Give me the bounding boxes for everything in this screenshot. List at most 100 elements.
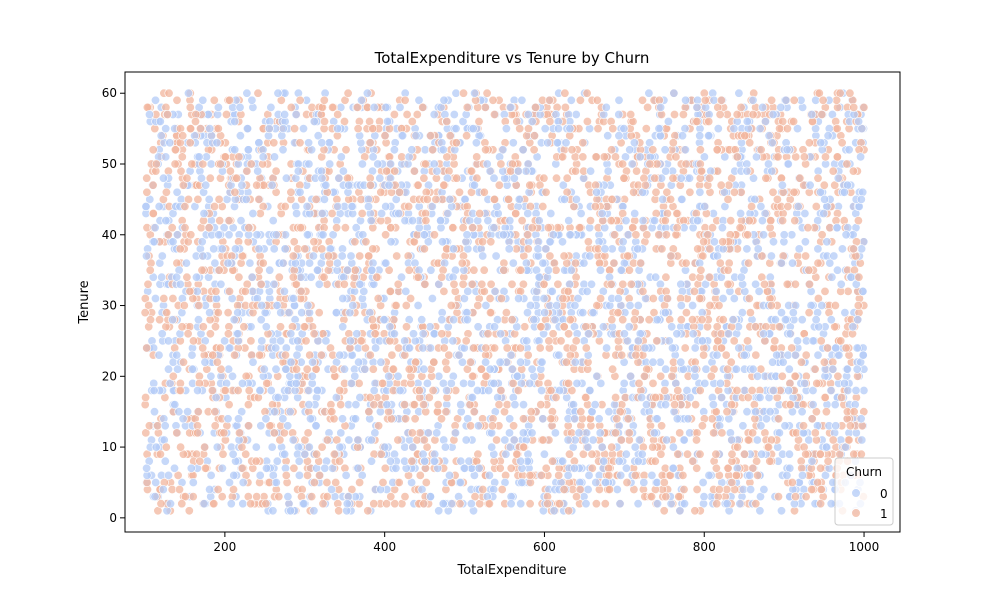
scatter-point-churn-1	[322, 477, 332, 487]
scatter-point-churn-0	[578, 308, 588, 318]
scatter-point-churn-0	[319, 194, 329, 204]
scatter-point-churn-1	[428, 145, 438, 155]
scatter-point-churn-1	[218, 449, 228, 459]
scatter-point-churn-1	[234, 152, 244, 162]
scatter-point-churn-0	[279, 286, 289, 296]
scatter-point-churn-0	[757, 449, 767, 459]
scatter-point-churn-0	[821, 442, 831, 452]
scatter-point-churn-0	[819, 209, 829, 219]
scatter-point-churn-1	[536, 400, 546, 410]
scatter-point-churn-1	[189, 336, 199, 346]
scatter-point-churn-0	[681, 95, 691, 105]
scatter-point-churn-1	[195, 456, 205, 466]
scatter-point-churn-1	[198, 343, 208, 353]
scatter-point-churn-0	[407, 145, 417, 155]
scatter-point-churn-0	[668, 463, 678, 473]
scatter-point-churn-0	[832, 265, 842, 275]
scatter-point-churn-0	[776, 258, 786, 268]
scatter-point-churn-0	[612, 484, 622, 494]
scatter-point-churn-1	[230, 350, 240, 360]
scatter-point-churn-0	[286, 329, 296, 339]
scatter-point-churn-0	[728, 315, 738, 325]
scatter-point-churn-0	[652, 414, 662, 424]
scatter-point-churn-1	[795, 173, 805, 183]
scatter-point-churn-0	[557, 237, 567, 247]
scatter-point-churn-1	[526, 407, 536, 417]
scatter-point-churn-0	[807, 110, 817, 120]
scatter-point-churn-0	[198, 251, 208, 261]
scatter-point-churn-0	[346, 251, 356, 261]
scatter-point-churn-0	[212, 442, 222, 452]
scatter-point-churn-0	[243, 124, 253, 134]
scatter-point-churn-1	[331, 477, 341, 487]
scatter-point-churn-0	[516, 499, 526, 509]
scatter-point-churn-1	[715, 110, 725, 120]
scatter-point-churn-1	[212, 357, 222, 367]
scatter-point-churn-1	[766, 300, 776, 310]
scatter-point-churn-0	[723, 329, 733, 339]
scatter-point-churn-0	[543, 138, 553, 148]
scatter-point-churn-1	[370, 329, 380, 339]
scatter-point-churn-0	[161, 216, 171, 226]
scatter-point-churn-0	[303, 300, 313, 310]
scatter-point-churn-1	[369, 499, 379, 509]
scatter-point-churn-0	[348, 300, 358, 310]
scatter-point-churn-1	[380, 131, 390, 141]
scatter-point-churn-0	[422, 378, 432, 388]
scatter-point-churn-0	[563, 435, 573, 445]
scatter-point-churn-1	[468, 371, 478, 381]
scatter-point-churn-1	[618, 279, 628, 289]
scatter-point-churn-0	[506, 499, 516, 509]
scatter-point-churn-1	[638, 286, 648, 296]
scatter-point-churn-0	[186, 463, 196, 473]
scatter-point-churn-1	[170, 145, 180, 155]
scatter-point-churn-1	[256, 279, 266, 289]
scatter-point-churn-1	[836, 336, 846, 346]
scatter-point-churn-0	[172, 350, 182, 360]
scatter-point-churn-0	[491, 251, 501, 261]
scatter-point-churn-1	[622, 477, 632, 487]
scatter-point-churn-0	[187, 364, 197, 374]
scatter-point-churn-0	[637, 449, 647, 459]
scatter-point-churn-0	[534, 216, 544, 226]
scatter-point-churn-0	[500, 435, 510, 445]
scatter-point-churn-0	[379, 315, 389, 325]
scatter-point-churn-1	[303, 428, 313, 438]
scatter-point-churn-0	[157, 329, 167, 339]
scatter-point-churn-0	[830, 400, 840, 410]
scatter-point-churn-1	[525, 180, 535, 190]
scatter-point-churn-0	[579, 258, 589, 268]
scatter-point-churn-0	[472, 385, 482, 395]
scatter-point-churn-0	[418, 343, 428, 353]
scatter-point-churn-1	[185, 138, 195, 148]
scatter-point-churn-0	[461, 435, 471, 445]
scatter-point-churn-0	[517, 477, 527, 487]
scatter-point-churn-0	[304, 400, 314, 410]
scatter-point-churn-0	[160, 456, 170, 466]
scatter-point-churn-0	[807, 456, 817, 466]
scatter-point-churn-0	[436, 216, 446, 226]
scatter-point-churn-1	[723, 364, 733, 374]
scatter-point-churn-0	[444, 470, 454, 480]
scatter-point-churn-0	[172, 230, 182, 240]
scatter-point-churn-1	[223, 308, 233, 318]
scatter-point-churn-1	[523, 244, 533, 254]
scatter-point-churn-1	[204, 223, 214, 233]
scatter-point-churn-1	[209, 499, 219, 509]
scatter-point-churn-1	[196, 124, 206, 134]
scatter-point-churn-0	[462, 315, 472, 325]
scatter-point-churn-1	[820, 286, 830, 296]
scatter-point-churn-1	[393, 279, 403, 289]
scatter-point-churn-1	[494, 180, 504, 190]
scatter-point-churn-0	[257, 300, 267, 310]
scatter-point-churn-0	[324, 138, 334, 148]
scatter-point-churn-0	[462, 230, 472, 240]
scatter-point-churn-0	[540, 124, 550, 134]
scatter-point-churn-1	[473, 300, 483, 310]
scatter-point-churn-1	[688, 456, 698, 466]
scatter-point-churn-1	[164, 88, 174, 98]
scatter-point-churn-1	[472, 152, 482, 162]
scatter-point-churn-1	[309, 477, 319, 487]
scatter-point-churn-1	[419, 244, 429, 254]
